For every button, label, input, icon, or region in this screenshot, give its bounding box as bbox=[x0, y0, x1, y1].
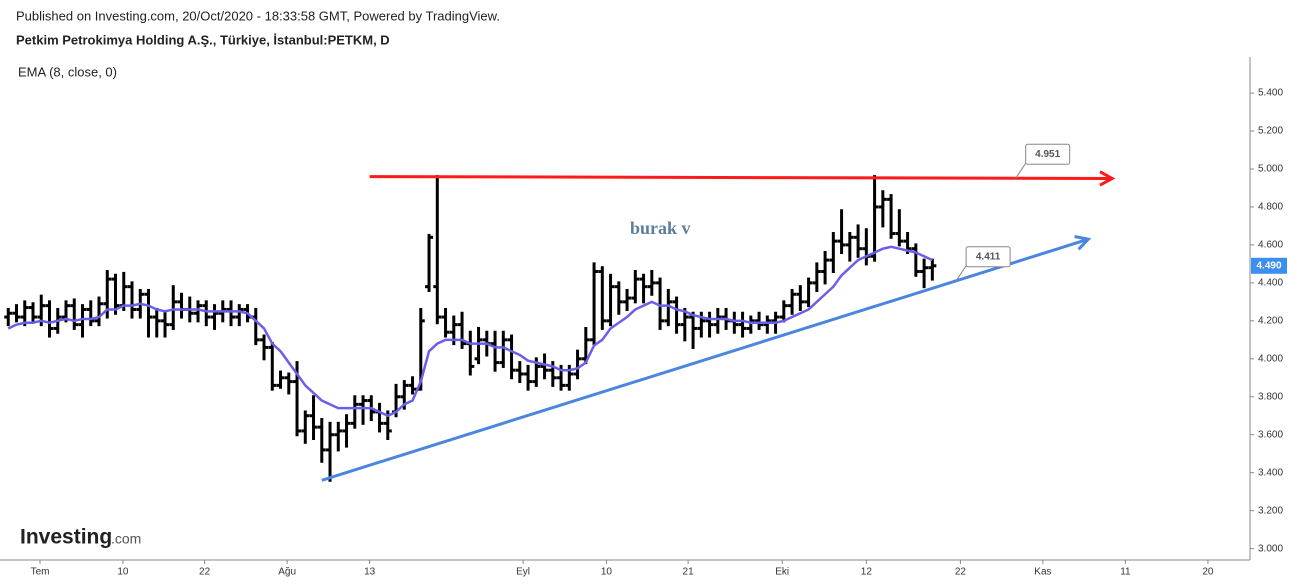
y-tick-label: 3.600 bbox=[1258, 429, 1283, 440]
y-tick-label: 5.000 bbox=[1258, 164, 1283, 175]
symbol-title: Petkim Petrokimya Holding A.Ş., Türkiye,… bbox=[16, 32, 390, 47]
callout-box bbox=[1025, 143, 1071, 165]
x-tick-label: 11 bbox=[1120, 567, 1131, 578]
annotation: burak v bbox=[630, 218, 691, 238]
y-tick-label: 5.200 bbox=[1258, 126, 1283, 137]
x-tick-label: 12 bbox=[861, 567, 873, 578]
x-tick-label: 10 bbox=[117, 567, 129, 578]
x-tick-label: 22 bbox=[199, 567, 211, 578]
y-tick-label: 4.000 bbox=[1258, 353, 1283, 364]
x-tick-label: 10 bbox=[601, 567, 613, 578]
y-tick-label: 3.800 bbox=[1258, 391, 1283, 402]
y-tick-label: 4.200 bbox=[1258, 315, 1283, 326]
y-tick-label: 3.400 bbox=[1258, 467, 1283, 478]
logo-brand: Investing bbox=[20, 526, 112, 549]
y-tick-label: 5.400 bbox=[1258, 88, 1283, 99]
y-tick-label: 4.400 bbox=[1258, 278, 1283, 289]
x-tick-label: Eyl bbox=[516, 567, 530, 578]
trendline-arrow bbox=[1099, 170, 1116, 187]
trendline bbox=[321, 237, 1089, 482]
y-tick-label: 4.600 bbox=[1258, 240, 1283, 251]
y-tick-label: 3.000 bbox=[1258, 543, 1283, 554]
x-tick-label: 22 bbox=[955, 567, 967, 578]
callout-label: 4.411 bbox=[976, 251, 1001, 262]
x-tick-label: Kas bbox=[1034, 567, 1051, 578]
y-tick-label: 3.200 bbox=[1258, 505, 1283, 516]
x-tick-label: 20 bbox=[1202, 567, 1214, 578]
x-tick-label: 21 bbox=[683, 567, 695, 578]
indicator-legend: EMA (8, close, 0) bbox=[18, 64, 117, 79]
last-price-label: 4.490 bbox=[1256, 260, 1281, 271]
x-tick-label: Tem bbox=[31, 567, 50, 578]
published-note: Published on Investing.com, 20/Oct/2020 … bbox=[16, 8, 500, 23]
trendline bbox=[369, 175, 1113, 180]
x-tick-label: 13 bbox=[364, 567, 376, 578]
callout-box bbox=[965, 246, 1011, 268]
y-tick-label: 4.800 bbox=[1258, 202, 1283, 213]
last-price-badge bbox=[1251, 257, 1287, 274]
logo-suffix: .com bbox=[111, 531, 141, 547]
trendline-arrow bbox=[1074, 235, 1092, 251]
ema-line bbox=[7, 245, 933, 418]
callout-label: 4.951 bbox=[1035, 149, 1060, 160]
x-tick-label: Eki bbox=[775, 567, 789, 578]
x-tick-label: Ağu bbox=[278, 567, 296, 578]
